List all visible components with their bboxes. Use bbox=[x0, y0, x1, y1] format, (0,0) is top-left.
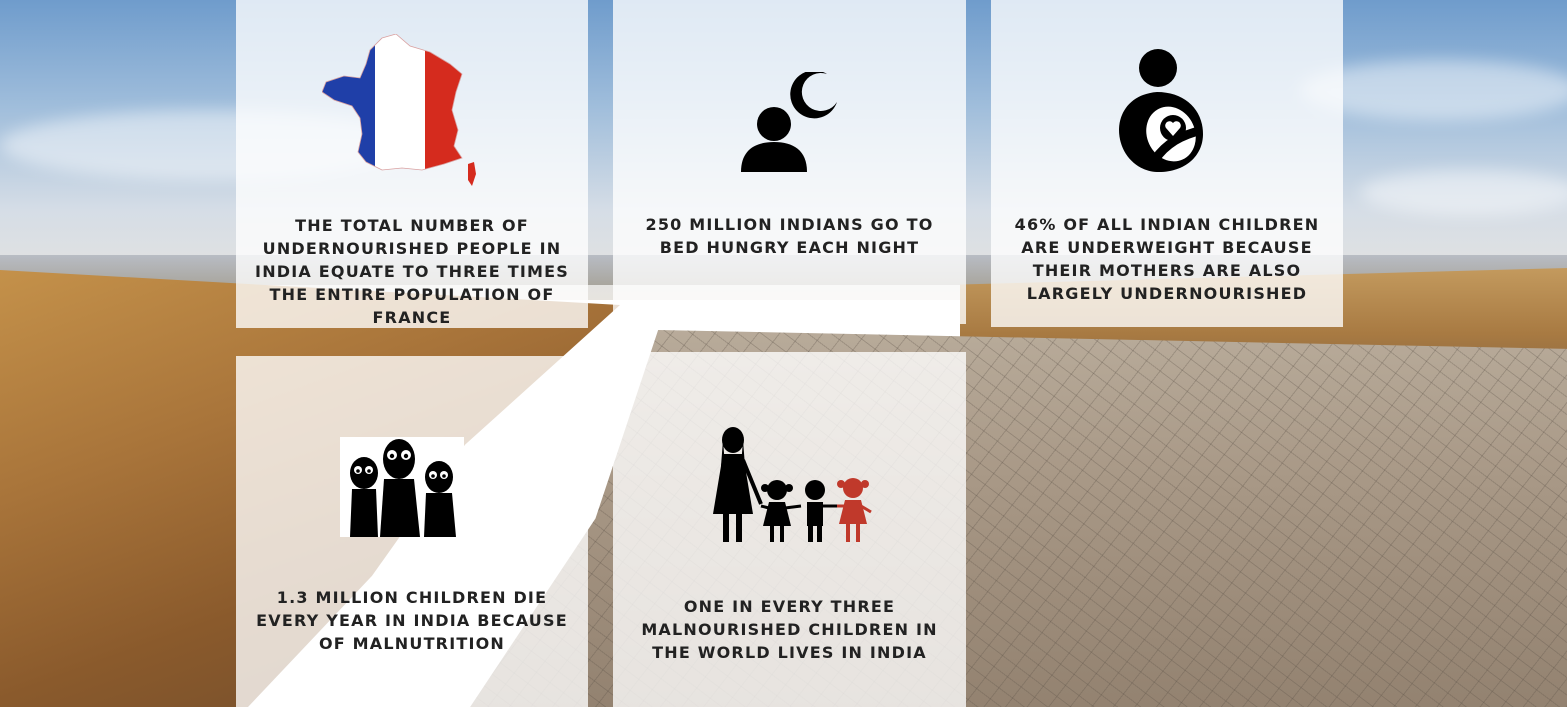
fact-text: 1.3 MILLION CHILDREN DIE EVERY YEAR IN I… bbox=[256, 588, 568, 653]
cloud bbox=[1300, 60, 1567, 120]
france-flag-map-icon bbox=[322, 34, 476, 186]
fact-text: ONE IN EVERY THREE MALNOURISHED CHILDREN… bbox=[641, 597, 938, 662]
person-moon-icon bbox=[741, 72, 837, 172]
cloud bbox=[1360, 170, 1567, 215]
family-icon bbox=[713, 427, 872, 542]
fact-card-mother-child: 46% OF ALL INDIAN CHILDREN ARE UNDERWEIG… bbox=[991, 0, 1343, 327]
fact-text: 46% OF ALL INDIAN CHILDREN ARE UNDERWEIG… bbox=[1014, 215, 1320, 303]
starving-children-icon bbox=[340, 437, 464, 537]
fact-card-france: THE TOTAL NUMBER OF UNDERNOURISHED PEOPL… bbox=[236, 0, 588, 328]
fact-card-hungry-night: 250 MILLION INDIANS GO TO BED HUNGRY EAC… bbox=[613, 0, 966, 324]
fact-text: THE TOTAL NUMBER OF UNDERNOURISHED PEOPL… bbox=[255, 216, 569, 327]
mother-child-icon bbox=[1119, 49, 1203, 172]
fact-text: 250 MILLION INDIANS GO TO BED HUNGRY EAC… bbox=[645, 215, 934, 257]
fact-card-malnourished-world: ONE IN EVERY THREE MALNOURISHED CHILDREN… bbox=[613, 352, 966, 707]
fact-card-child-deaths: 1.3 MILLION CHILDREN DIE EVERY YEAR IN I… bbox=[236, 356, 588, 707]
